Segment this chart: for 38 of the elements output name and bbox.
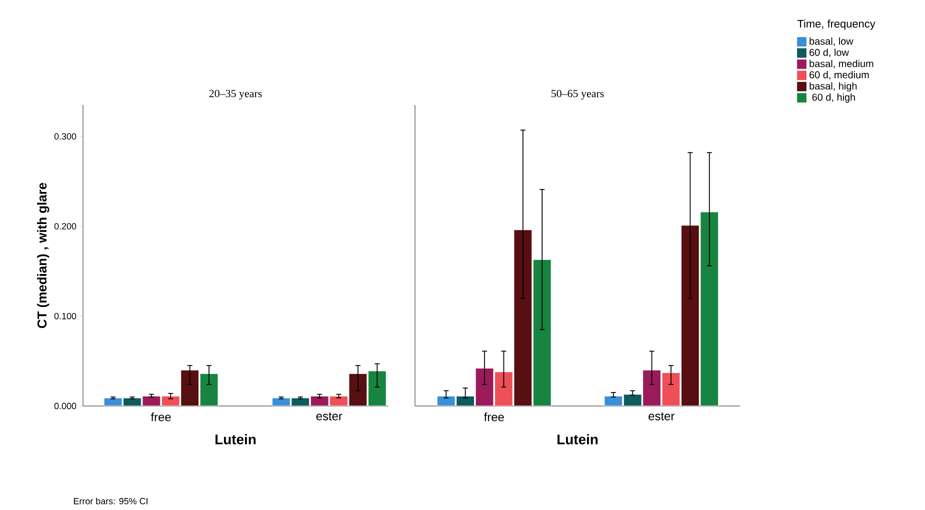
legend-label: basal, medium [810,60,874,68]
bar [662,372,680,406]
legend-label: 60 d, high [812,93,855,103]
bar [162,396,180,406]
x-axis-title: Lutein [558,434,598,444]
x-tick-label: free [150,412,171,422]
y-tick-label: 0.000 [54,402,76,410]
bar [368,370,386,406]
bar [291,398,310,406]
bar [532,259,552,406]
bar [310,396,329,406]
y-tick-label: 0.300 [54,133,76,140]
legend-label: basal, high [810,82,857,92]
bar [272,398,290,406]
legend-title: Time, frequency [797,20,876,30]
text: Error bars: 95% CI [74,498,148,504]
bar [123,398,142,406]
x-tick-label: ester [648,412,674,420]
bar [700,212,719,406]
x-tick-label: free [484,412,504,422]
legend-label: basal, low [810,37,854,46]
chart-title: 20–35 years [209,90,262,100]
bar [475,368,494,406]
bar [329,396,348,406]
bar [642,370,662,406]
y-tick-label: 0.100 [54,312,76,320]
legend-label: 60 d, low [810,48,849,58]
bar [604,396,623,406]
x-tick-label: ester [316,412,342,420]
legend-label: 60 d, medium [810,71,869,80]
y-axis-title: CT (median) , with glare [37,182,50,328]
y-tick-label: 0.200 [54,223,76,230]
bar [180,370,200,406]
bar [200,373,218,406]
bar [494,372,514,406]
chart-title: 50–65 years [552,90,604,100]
bar [104,398,122,406]
x-axis-title: Lutein [216,434,256,444]
